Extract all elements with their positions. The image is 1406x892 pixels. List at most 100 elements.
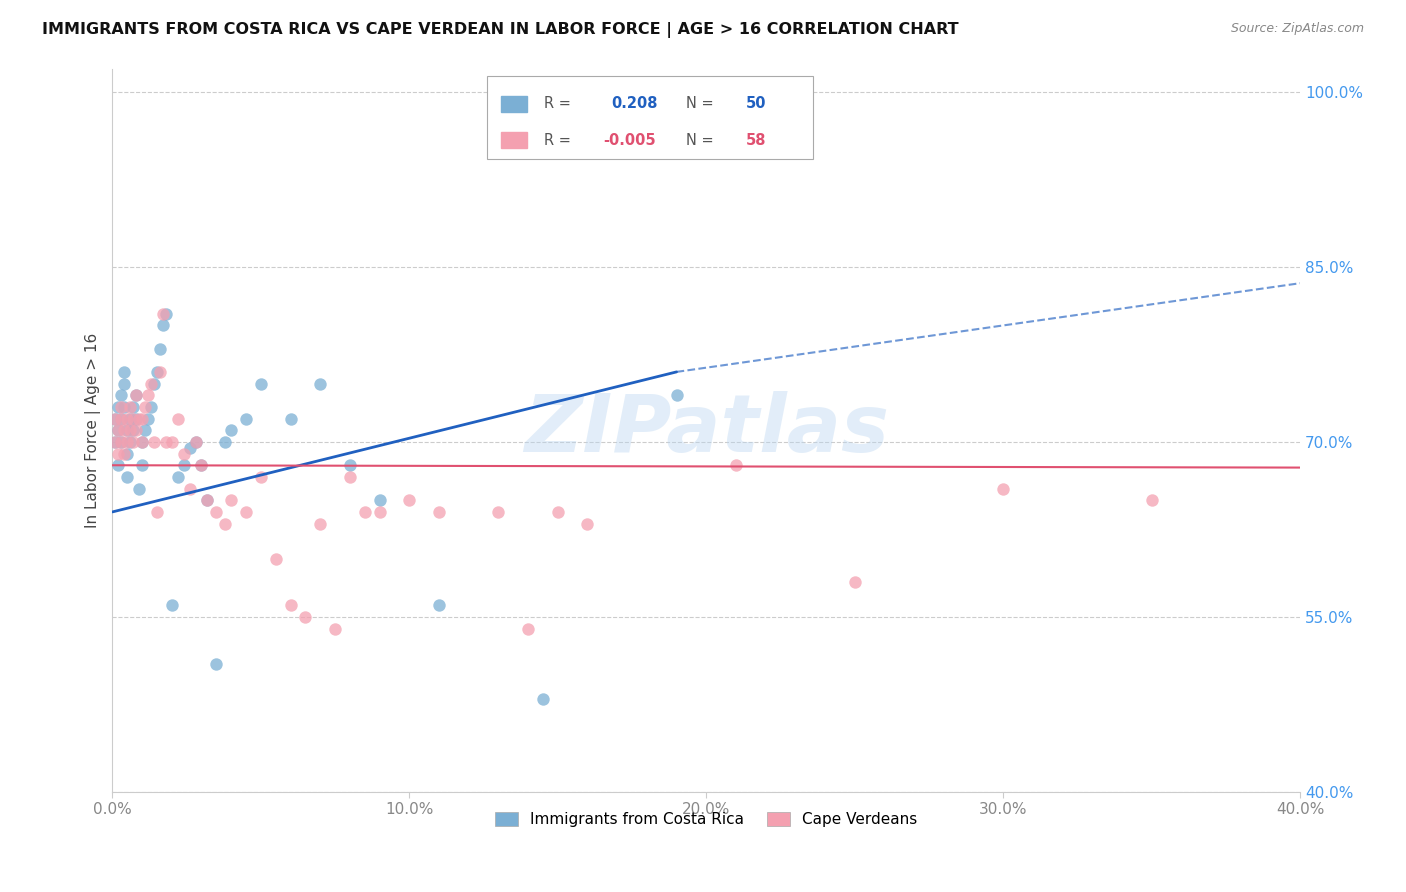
Point bbox=[214, 434, 236, 449]
Point bbox=[531, 691, 554, 706]
Point bbox=[110, 411, 132, 425]
Point bbox=[309, 516, 332, 531]
Point bbox=[155, 307, 177, 321]
Point bbox=[219, 423, 242, 437]
Point bbox=[104, 411, 127, 425]
Text: N =: N = bbox=[686, 133, 718, 148]
Point bbox=[120, 400, 142, 414]
Point bbox=[250, 376, 273, 391]
Point bbox=[665, 388, 688, 402]
Point bbox=[398, 493, 420, 508]
Text: R =: R = bbox=[544, 96, 575, 112]
Point bbox=[149, 342, 172, 356]
Point bbox=[120, 423, 142, 437]
Text: 58: 58 bbox=[745, 133, 766, 148]
Point bbox=[353, 505, 375, 519]
Point bbox=[219, 493, 242, 508]
Text: N =: N = bbox=[686, 96, 718, 112]
Point bbox=[134, 400, 156, 414]
Point bbox=[131, 411, 153, 425]
Text: ZIPatlas: ZIPatlas bbox=[523, 392, 889, 469]
Point bbox=[131, 434, 153, 449]
Point bbox=[166, 411, 188, 425]
Point bbox=[146, 505, 169, 519]
Point bbox=[117, 446, 139, 460]
Point bbox=[160, 599, 183, 613]
Point bbox=[131, 458, 153, 473]
Point bbox=[143, 376, 166, 391]
Point bbox=[152, 307, 174, 321]
Point bbox=[112, 423, 135, 437]
Point bbox=[107, 458, 129, 473]
Point bbox=[339, 458, 361, 473]
Point bbox=[104, 434, 127, 449]
Point bbox=[122, 400, 145, 414]
Point bbox=[1140, 493, 1163, 508]
Point bbox=[125, 388, 148, 402]
Point bbox=[184, 434, 207, 449]
Point bbox=[190, 458, 212, 473]
Point bbox=[139, 400, 162, 414]
Point bbox=[547, 505, 569, 519]
Point bbox=[368, 505, 391, 519]
Point bbox=[112, 446, 135, 460]
Point bbox=[120, 411, 142, 425]
Point bbox=[125, 411, 148, 425]
Point bbox=[197, 493, 219, 508]
Point bbox=[294, 610, 316, 624]
FancyBboxPatch shape bbox=[486, 76, 813, 159]
Point bbox=[107, 446, 129, 460]
Point bbox=[107, 423, 129, 437]
Point bbox=[486, 505, 509, 519]
Point bbox=[323, 622, 346, 636]
Point bbox=[131, 434, 153, 449]
Text: IMMIGRANTS FROM COSTA RICA VS CAPE VERDEAN IN LABOR FORCE | AGE > 16 CORRELATION: IMMIGRANTS FROM COSTA RICA VS CAPE VERDE… bbox=[42, 22, 959, 38]
Point bbox=[339, 470, 361, 484]
Point bbox=[576, 516, 599, 531]
Legend: Immigrants from Costa Rica, Cape Verdeans: Immigrants from Costa Rica, Cape Verdean… bbox=[488, 805, 925, 835]
Point bbox=[179, 482, 201, 496]
Point bbox=[128, 482, 150, 496]
FancyBboxPatch shape bbox=[501, 96, 527, 112]
Point bbox=[173, 446, 195, 460]
Point bbox=[112, 400, 135, 414]
Point bbox=[235, 411, 257, 425]
Point bbox=[160, 434, 183, 449]
Point bbox=[117, 434, 139, 449]
Point bbox=[280, 599, 302, 613]
Point bbox=[205, 657, 228, 671]
Point bbox=[104, 434, 127, 449]
Point bbox=[112, 376, 135, 391]
Point bbox=[139, 376, 162, 391]
Point bbox=[184, 434, 207, 449]
Point bbox=[125, 423, 148, 437]
Point bbox=[250, 470, 273, 484]
Point bbox=[117, 470, 139, 484]
Y-axis label: In Labor Force | Age > 16: In Labor Force | Age > 16 bbox=[86, 333, 101, 528]
Point bbox=[197, 493, 219, 508]
Point bbox=[122, 423, 145, 437]
Point bbox=[173, 458, 195, 473]
Point bbox=[844, 574, 866, 589]
Text: -0.005: -0.005 bbox=[603, 133, 655, 148]
Point bbox=[309, 376, 332, 391]
Point bbox=[264, 551, 287, 566]
Point bbox=[110, 434, 132, 449]
Point bbox=[166, 470, 188, 484]
Point bbox=[125, 388, 148, 402]
Point bbox=[110, 400, 132, 414]
Text: 50: 50 bbox=[745, 96, 766, 112]
Point bbox=[110, 411, 132, 425]
Point bbox=[136, 388, 159, 402]
Point bbox=[205, 505, 228, 519]
Point bbox=[991, 482, 1014, 496]
Point bbox=[280, 411, 302, 425]
Point bbox=[143, 434, 166, 449]
Point bbox=[235, 505, 257, 519]
Point bbox=[134, 423, 156, 437]
Point bbox=[214, 516, 236, 531]
Point bbox=[112, 365, 135, 379]
Point bbox=[107, 400, 129, 414]
Point bbox=[152, 318, 174, 333]
Point bbox=[117, 411, 139, 425]
